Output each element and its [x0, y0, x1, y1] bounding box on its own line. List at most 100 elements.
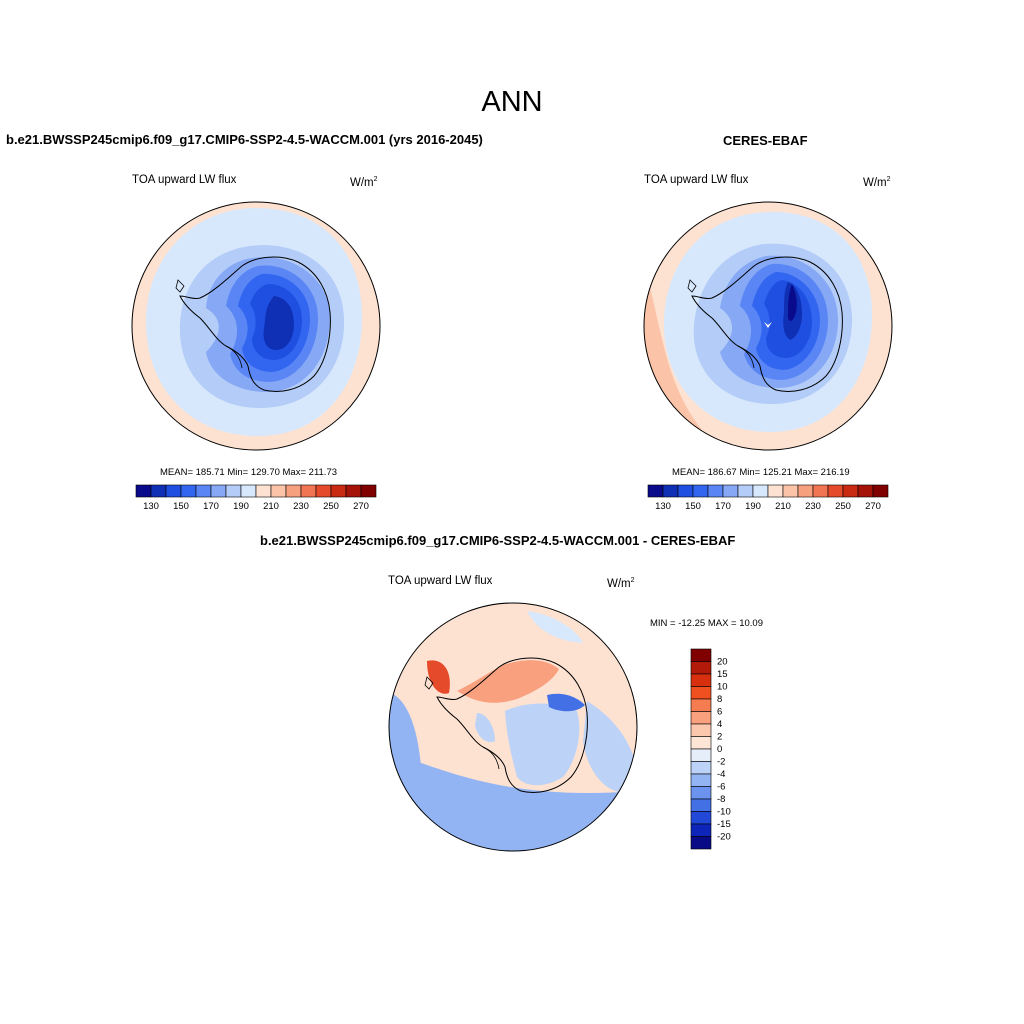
diff-units-label: W/m2 [607, 577, 635, 590]
colorbar-swatch [270, 484, 287, 498]
south-america-tip [175, 279, 185, 293]
colorbar-swatch [690, 673, 712, 687]
colorbar-tick-label: 230 [805, 501, 821, 512]
colorbar-tick-label: 15 [717, 669, 728, 680]
colorbar-swatch [690, 761, 712, 775]
colorbar-swatch [255, 484, 272, 498]
colorbar-swatch [690, 836, 712, 850]
colorbar-swatch [285, 484, 302, 498]
colorbar-swatch [180, 484, 197, 498]
positive-anomaly-peninsula [427, 660, 450, 694]
colorbar-swatch [690, 661, 712, 675]
negative-anomaly-south [389, 751, 637, 851]
missing-data-spot [764, 322, 772, 328]
obs-panel-heading: CERES-EBAF [723, 133, 808, 148]
colorbar-tick-label: 170 [203, 501, 219, 512]
colorbar-swatch [842, 484, 859, 498]
colorbar-tick-label: 250 [323, 501, 339, 512]
colorbar-swatch [240, 484, 257, 498]
colorbar-tick-label: -2 [717, 757, 725, 768]
antarctic-coastline [691, 256, 843, 392]
colorbar-swatch [767, 484, 784, 498]
colorbar-swatch [797, 484, 814, 498]
colorbar-swatch [782, 484, 799, 498]
colorbar-tick-label: 10 [717, 682, 728, 693]
colorbar-swatch [707, 484, 724, 498]
antarctic-coastline [436, 657, 588, 793]
colorbar-swatch [690, 786, 712, 800]
colorbar-tick-label: 130 [143, 501, 159, 512]
colorbar-swatch [150, 484, 167, 498]
colorbar-swatch [647, 484, 664, 498]
antarctic-coastline [179, 256, 331, 392]
colorbar-swatch [690, 798, 712, 812]
colorbar-tick-label: 190 [745, 501, 761, 512]
ross-ice-shelf-line [482, 746, 500, 770]
colorbar-tick-label: -8 [717, 794, 725, 805]
colorbar-swatch [677, 484, 694, 498]
colorbar-swatch [690, 723, 712, 737]
negative-anomaly-east [583, 701, 637, 793]
colorbar-tick-label: 270 [865, 501, 881, 512]
diff-panel-heading: b.e21.BWSSP245cmip6.f09_g17.CMIP6-SSP2-4… [260, 533, 736, 548]
colorbar-tick-label: 150 [685, 501, 701, 512]
colorbar-swatch [752, 484, 769, 498]
colorbar-swatch [692, 484, 709, 498]
colorbar-swatch [315, 484, 332, 498]
colorbar-swatch [737, 484, 754, 498]
colorbar-swatch [165, 484, 182, 498]
colorbar-swatch [827, 484, 844, 498]
colorbar-tick-label: 4 [717, 719, 722, 730]
colorbar-swatch [210, 484, 227, 498]
colorbar-swatch [360, 484, 377, 498]
negative-anomaly-ross [475, 713, 495, 743]
south-america-tip [424, 676, 434, 690]
obs-units-label: W/m2 [863, 176, 891, 189]
map-frame [131, 201, 381, 451]
colorbar-tick-label: 20 [717, 657, 728, 668]
colorbar-tick-label: 150 [173, 501, 189, 512]
diff-variable-label: TOA upward LW flux [388, 575, 493, 587]
colorbar-swatch [135, 484, 152, 498]
colorbar-swatch [690, 686, 712, 700]
model-variable-label: TOA upward LW flux [132, 174, 237, 186]
colorbar-swatch [330, 484, 347, 498]
contour-140 [263, 296, 294, 350]
model-colorbar: 130 150 170 190 210 230 250 270 [135, 484, 377, 512]
colorbar-swatch [812, 484, 829, 498]
map-frame [643, 201, 893, 451]
colorbar-swatch [690, 698, 712, 712]
colorbar-tick-label: 2 [717, 732, 722, 743]
model-polar-map [131, 201, 381, 451]
colorbar-swatch [872, 484, 889, 498]
colorbar-swatch [690, 736, 712, 750]
colorbar-swatch [857, 484, 874, 498]
colorbar-tick-label: 230 [293, 501, 309, 512]
colorbar-tick-label: 8 [717, 694, 722, 705]
colorbar-swatch [690, 711, 712, 725]
obs-variable-label: TOA upward LW flux [644, 174, 749, 186]
colorbar-swatch [690, 773, 712, 787]
colorbar-tick-label: -20 [717, 832, 731, 843]
obs-colorbar: 130 150 170 190 210 230 250 270 [647, 484, 889, 512]
figure-title: ANN [481, 86, 543, 118]
colorbar-swatch [662, 484, 679, 498]
colorbar-swatch [195, 484, 212, 498]
positive-anomaly-interior [457, 660, 559, 703]
colorbar-tick-label: -10 [717, 807, 731, 818]
colorbar-tick-label: 0 [717, 744, 722, 755]
colorbar-tick-label: 190 [233, 501, 249, 512]
colorbar-tick-label: -6 [717, 782, 725, 793]
colorbar-tick-label: 270 [353, 501, 369, 512]
colorbar-tick-label: -4 [717, 769, 725, 780]
colorbar-swatch [345, 484, 362, 498]
colorbar-swatch [690, 648, 712, 662]
obs-stats: MEAN= 186.67 Min= 125.21 Max= 216.19 [672, 467, 850, 478]
colorbar-swatch [225, 484, 242, 498]
contour-130 [788, 284, 797, 321]
diff-polar-map [388, 602, 638, 852]
model-units-label: W/m2 [350, 176, 378, 189]
strong-negative-streak [547, 693, 585, 712]
colorbar-swatch [722, 484, 739, 498]
